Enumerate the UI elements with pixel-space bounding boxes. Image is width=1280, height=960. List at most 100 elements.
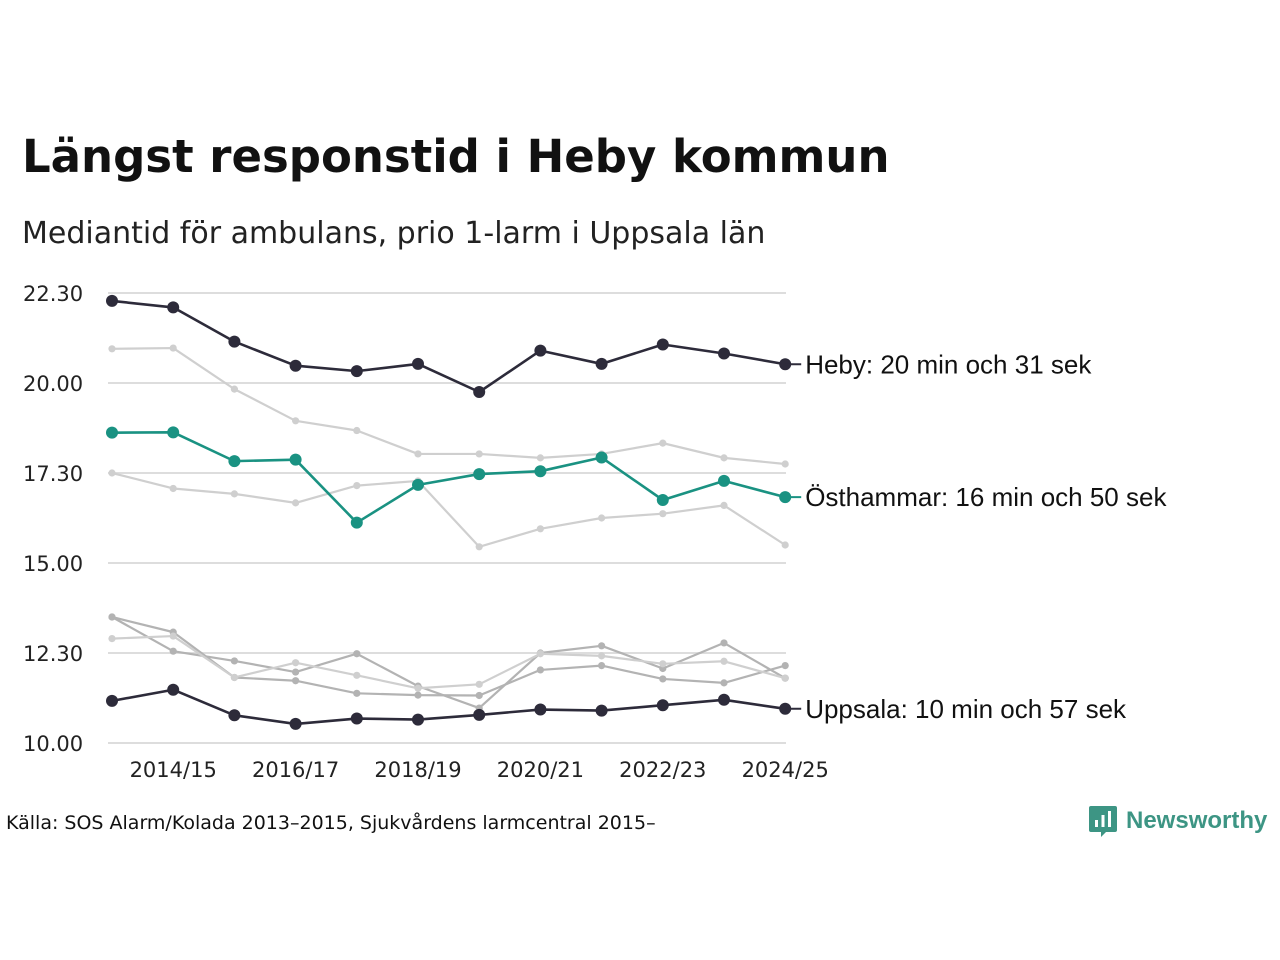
data-point xyxy=(292,668,300,676)
data-point xyxy=(659,510,667,518)
data-point xyxy=(595,704,608,717)
data-point xyxy=(412,357,424,370)
data-point xyxy=(473,708,486,721)
data-point xyxy=(659,660,667,668)
data-point xyxy=(595,357,608,370)
data-point xyxy=(473,468,486,481)
data-point xyxy=(720,657,728,665)
data-point xyxy=(414,684,422,692)
series-line-uppsala xyxy=(111,688,786,726)
data-point xyxy=(718,474,730,487)
data-point xyxy=(230,490,238,498)
data-point xyxy=(230,673,238,682)
data-point xyxy=(108,635,116,643)
data-point xyxy=(350,365,363,378)
data-point xyxy=(106,694,118,707)
data-point xyxy=(534,344,547,357)
y-tick-label: 15.00 xyxy=(23,552,83,576)
data-point xyxy=(353,689,361,697)
y-tick-label: 12.30 xyxy=(23,642,83,666)
data-point xyxy=(536,666,545,674)
series-line-kommun-b xyxy=(111,471,786,548)
data-point xyxy=(169,647,177,655)
data-point xyxy=(536,650,545,658)
data-point xyxy=(289,717,302,730)
data-point xyxy=(595,451,608,464)
data-point xyxy=(473,386,486,398)
x-tick-label: 2016/17 xyxy=(252,758,339,782)
data-point xyxy=(414,450,422,458)
y-tick-label: 10.00 xyxy=(23,732,83,756)
source-note: Källa: SOS Alarm/Kolada 2013–2015, Sjukv… xyxy=(6,812,656,834)
data-point xyxy=(108,345,116,353)
data-point xyxy=(536,454,545,462)
series-line--sthammar xyxy=(111,431,786,524)
data-point xyxy=(656,699,669,712)
data-point xyxy=(167,683,180,696)
chart-subtitle: Mediantid för ambulans, prio 1-larm i Up… xyxy=(22,216,766,251)
data-point xyxy=(353,650,361,658)
data-point xyxy=(720,501,728,509)
data-point xyxy=(228,455,241,468)
data-point xyxy=(169,344,177,352)
data-point xyxy=(167,426,180,439)
data-point xyxy=(230,385,238,393)
series-line-kommun-e xyxy=(111,634,786,690)
data-point xyxy=(720,679,728,687)
x-tick-label: 2022/23 xyxy=(619,758,706,782)
data-point xyxy=(536,525,545,533)
data-point xyxy=(106,294,118,307)
end-label: Östhammar: 16 min och 50 sek xyxy=(805,482,1167,512)
series-line-kommun-a xyxy=(111,346,786,466)
newsworthy-logo-text: Newsworthy xyxy=(1126,807,1268,834)
data-point xyxy=(720,639,728,647)
data-point xyxy=(292,417,300,425)
data-point xyxy=(289,359,302,372)
data-point xyxy=(412,478,424,491)
data-point xyxy=(353,426,361,435)
data-point xyxy=(350,516,363,529)
data-point xyxy=(350,712,363,725)
data-point xyxy=(108,469,116,477)
end-label: Heby: 20 min och 31 sek xyxy=(805,349,1092,379)
data-point xyxy=(659,439,667,447)
series-line-kommun-c xyxy=(111,615,786,697)
data-point xyxy=(781,662,789,670)
newsworthy-logo-icon xyxy=(1089,806,1117,837)
data-point xyxy=(718,347,730,360)
data-point xyxy=(414,691,422,699)
end-label: Uppsala: 10 min och 57 sek xyxy=(805,694,1127,724)
x-tick-label: 2020/21 xyxy=(497,758,584,782)
data-point xyxy=(781,541,789,549)
data-point xyxy=(598,652,606,660)
data-point xyxy=(475,450,483,458)
x-tick-label: 2018/19 xyxy=(374,758,461,782)
data-point xyxy=(169,632,177,640)
data-point xyxy=(169,484,177,493)
x-tick-label: 2014/15 xyxy=(130,758,217,782)
data-point xyxy=(656,338,669,351)
data-point xyxy=(292,499,300,507)
data-point xyxy=(534,703,547,716)
chart-title: Längst responstid i Heby kommun xyxy=(22,130,890,183)
data-point xyxy=(412,713,424,726)
data-point xyxy=(228,709,241,722)
data-point xyxy=(230,657,238,665)
data-point xyxy=(534,465,547,478)
x-tick-label: 2024/25 xyxy=(742,758,829,782)
data-point xyxy=(718,693,730,706)
data-point xyxy=(292,659,300,667)
data-point xyxy=(353,482,361,490)
data-point xyxy=(228,335,241,348)
y-tick-label: 17.30 xyxy=(23,462,83,486)
data-point xyxy=(167,301,180,314)
data-point xyxy=(108,613,116,621)
newsworthy-logo: Newsworthy xyxy=(1088,804,1267,838)
data-point xyxy=(292,677,300,685)
data-point xyxy=(289,453,302,466)
data-point xyxy=(720,454,728,462)
y-tick-label: 22.30 xyxy=(23,282,83,306)
data-point xyxy=(106,426,118,439)
data-point xyxy=(656,494,669,506)
data-point xyxy=(353,671,361,679)
